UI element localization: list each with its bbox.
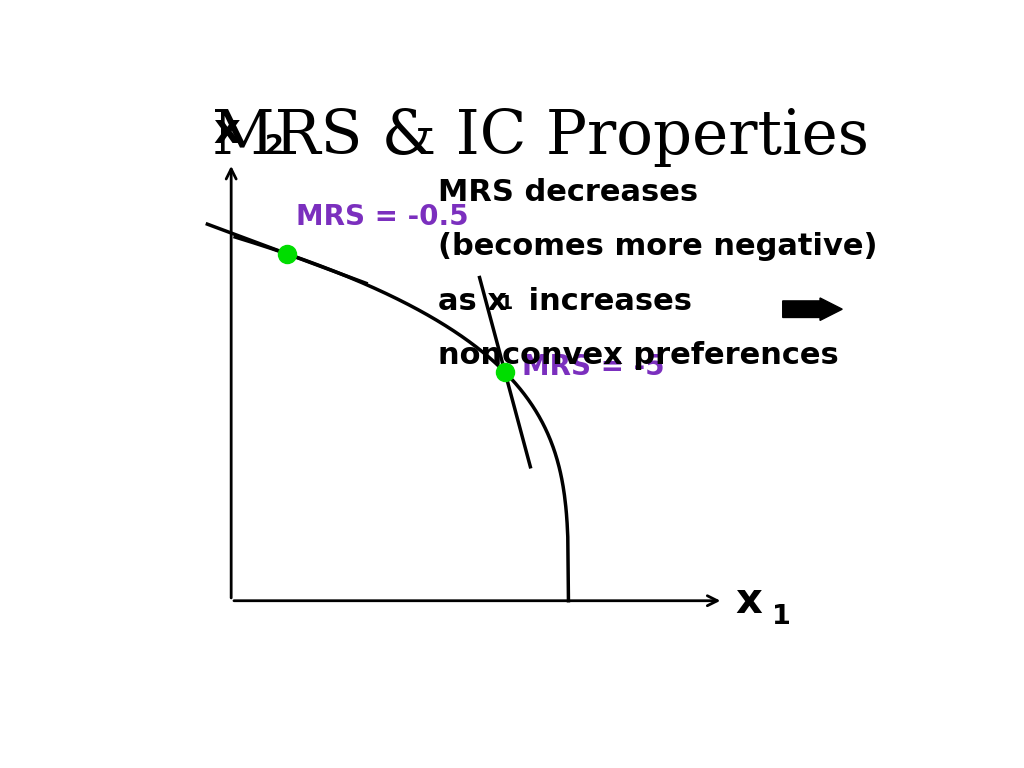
Text: MRS & IC Properties: MRS & IC Properties: [212, 107, 869, 167]
Text: 1: 1: [772, 604, 792, 631]
Text: x: x: [735, 580, 762, 622]
FancyArrow shape: [782, 298, 843, 320]
Text: nonconvex preferences: nonconvex preferences: [437, 341, 839, 370]
Text: 2: 2: [264, 134, 284, 160]
Text: increases: increases: [518, 286, 692, 316]
Text: (becomes more negative): (becomes more negative): [437, 232, 877, 261]
Text: as x: as x: [437, 286, 507, 316]
Text: x: x: [214, 111, 241, 153]
Text: MRS = -5: MRS = -5: [522, 353, 665, 382]
Text: 1: 1: [500, 294, 513, 313]
Text: MRS = -0.5: MRS = -0.5: [296, 204, 469, 231]
Text: MRS decreases: MRS decreases: [437, 178, 697, 207]
